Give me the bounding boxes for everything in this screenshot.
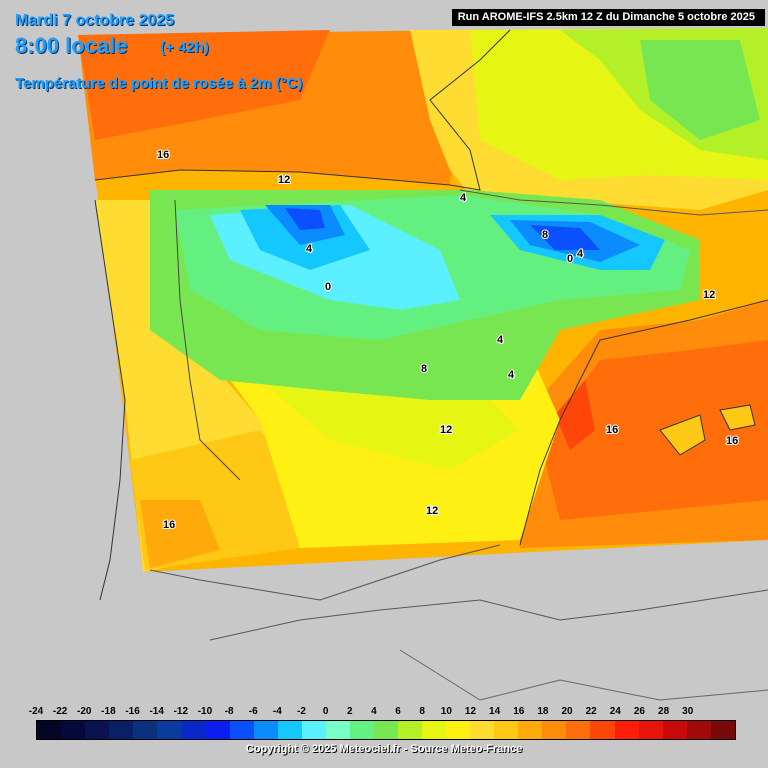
legend-swatch: [205, 721, 230, 739]
contour-label: 4: [497, 334, 504, 346]
legend-swatch: [470, 721, 495, 739]
legend-swatch: [61, 721, 86, 739]
legend-tick-label: -4: [272, 706, 282, 717]
legend-tick-label: 28: [658, 706, 670, 717]
legend-swatch: [614, 721, 639, 739]
legend-tick-label: 6: [395, 706, 401, 717]
legend-swatch: [638, 721, 663, 739]
forecast-lead: (+ 42h): [160, 39, 209, 56]
contour-label: 4: [508, 369, 515, 381]
legend-tick-label: 12: [464, 706, 477, 717]
legend-swatch: [566, 721, 591, 739]
legend-swatch: [373, 721, 398, 739]
contour-label: 16: [163, 519, 175, 531]
forecast-time: 8:00 locale: [15, 33, 128, 58]
legend-swatch: [133, 721, 158, 739]
legend-swatch: [710, 721, 735, 739]
legend-tick-label: 24: [609, 706, 621, 717]
legend-swatch: [181, 721, 206, 739]
legend-swatch: [277, 721, 302, 739]
contour-label: 16: [157, 149, 169, 161]
legend-swatch: [253, 721, 278, 739]
legend-tick-label: -14: [149, 706, 164, 717]
legend-swatch: [446, 721, 471, 739]
legend-colorbar: [36, 720, 736, 740]
contour-label: 16: [606, 424, 618, 436]
legend-tick-label: 0: [322, 706, 329, 717]
legend-tick-label: -22: [52, 706, 68, 717]
legend-swatch: [397, 721, 422, 739]
legend-swatch: [85, 721, 110, 739]
contour-label: 12: [426, 505, 438, 517]
legend-swatch: [325, 721, 350, 739]
contour-label: 4: [577, 248, 584, 260]
legend-tick-label: -12: [173, 706, 189, 717]
legend-swatch: [229, 721, 254, 739]
contour-label: 12: [703, 289, 715, 301]
legend-tick-label: 4: [371, 706, 377, 717]
contour-label: 12: [278, 174, 290, 186]
legend-tick-label: -8: [224, 706, 234, 717]
legend-swatch: [590, 721, 615, 739]
legend-swatch: [349, 721, 374, 739]
legend-tick-label: -20: [77, 706, 92, 717]
contour-label: 8: [542, 229, 548, 241]
legend-tick-label: 26: [633, 706, 645, 717]
legend-tick-label: 22: [585, 706, 597, 717]
legend-swatch: [157, 721, 182, 739]
legend-tick-label: -18: [101, 706, 116, 717]
contour-label: 4: [460, 192, 467, 204]
contour-label: 0: [325, 281, 331, 293]
legend-tick-label: 14: [489, 706, 501, 717]
legend-tick-label: -10: [197, 706, 213, 717]
run-info-banner: Run AROME-IFS 2.5km 12 Z du Dimanche 5 o…: [451, 9, 765, 26]
legend-swatch: [37, 721, 62, 739]
legend-swatch: [662, 721, 687, 739]
legend-tick-label: 2: [347, 706, 353, 717]
contour-label: 8: [421, 363, 427, 375]
legend-tick-label: 16: [513, 706, 525, 717]
legend-tick-label: 8: [419, 706, 425, 717]
contour-label: 16: [726, 435, 738, 447]
legend-swatch: [301, 721, 326, 739]
legend-tick-label: -2: [297, 706, 306, 717]
legend-swatch: [494, 721, 519, 739]
legend-tick-label: -24: [28, 706, 44, 717]
legend-tick-label: 18: [537, 706, 549, 717]
legend-tick-label: 30: [682, 706, 694, 717]
contour-label: 4: [306, 243, 313, 255]
legend-tick-label: 10: [440, 706, 452, 717]
legend-tick-label: 20: [561, 706, 573, 717]
legend-swatch: [518, 721, 543, 739]
legend-swatch: [109, 721, 134, 739]
contour-label: 0: [567, 253, 573, 265]
variable-title: Température de point de rosée à 2m (°C): [15, 75, 303, 92]
copyright-text: Copyright © 2025 Meteociel.fr - Source M…: [245, 743, 523, 755]
legend-swatch: [542, 721, 567, 739]
balearic-islands: [659, 414, 706, 456]
color-legend: -24 -22 -20 -18 -16 -14 -12 -10 -8 -6 -4 -2 0 2 4 6 8 10 1…: [29, 706, 736, 742]
legend-swatch: [422, 721, 447, 739]
legend-tick-label: -6: [248, 706, 258, 717]
coastline: [94, 29, 511, 191]
contour-label: 12: [440, 424, 452, 436]
forecast-date: Mardi 7 octobre 2025: [15, 12, 175, 29]
legend-tick-label: -16: [125, 706, 140, 717]
legend-swatch: [686, 721, 711, 739]
